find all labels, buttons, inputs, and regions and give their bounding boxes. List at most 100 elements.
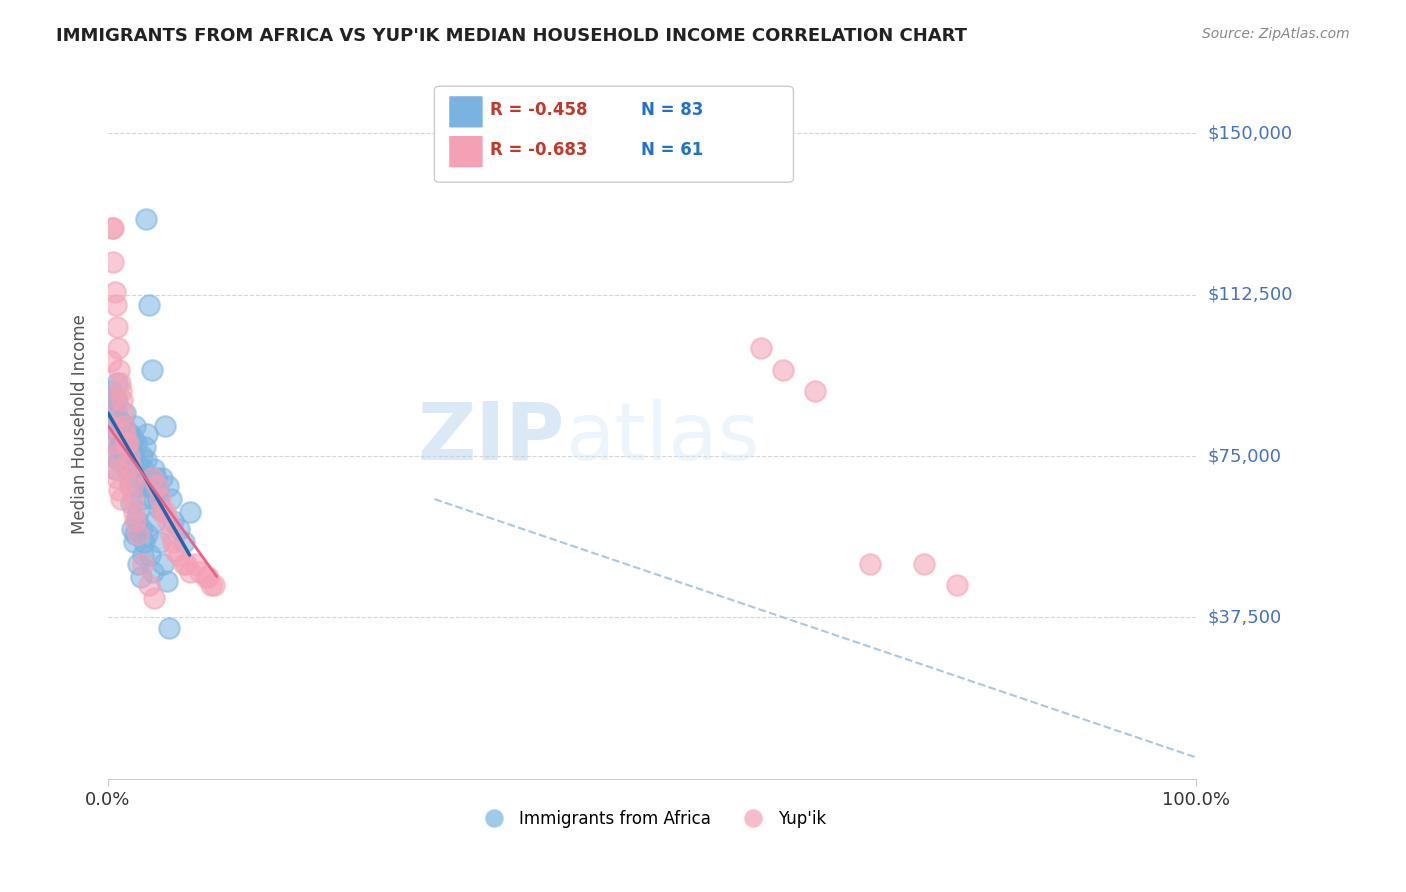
Point bbox=[146, 479, 169, 493]
Point bbox=[132, 548, 155, 562]
Point bbox=[200, 578, 222, 592]
Point bbox=[108, 453, 131, 467]
Point bbox=[156, 514, 179, 528]
Point bbox=[103, 436, 125, 450]
Point bbox=[103, 392, 125, 407]
Point bbox=[153, 505, 176, 519]
Point bbox=[149, 491, 172, 506]
Point bbox=[121, 458, 143, 472]
Point bbox=[136, 427, 159, 442]
Point bbox=[127, 514, 149, 528]
Point bbox=[104, 462, 127, 476]
Y-axis label: Median Household Income: Median Household Income bbox=[72, 314, 89, 533]
Point bbox=[104, 406, 127, 420]
Point bbox=[103, 285, 125, 300]
Point bbox=[173, 535, 195, 549]
Point bbox=[107, 427, 129, 442]
Point bbox=[114, 427, 136, 442]
Point bbox=[138, 298, 160, 312]
Point bbox=[142, 591, 165, 606]
Point bbox=[136, 526, 159, 541]
Point bbox=[104, 298, 127, 312]
Point bbox=[149, 535, 172, 549]
Point bbox=[118, 458, 141, 472]
Point bbox=[108, 415, 131, 429]
Point bbox=[112, 418, 135, 433]
Point bbox=[124, 418, 146, 433]
Point bbox=[101, 418, 124, 433]
Point bbox=[167, 522, 190, 536]
Point bbox=[111, 432, 134, 446]
Point bbox=[100, 392, 122, 407]
Point bbox=[108, 483, 131, 498]
Point bbox=[127, 479, 149, 493]
Point bbox=[110, 384, 132, 399]
Point bbox=[194, 569, 217, 583]
Point bbox=[202, 578, 225, 592]
Point bbox=[108, 376, 131, 390]
Point bbox=[179, 566, 201, 580]
Point bbox=[121, 479, 143, 493]
Point bbox=[103, 418, 125, 433]
Point bbox=[142, 566, 165, 580]
Point bbox=[108, 363, 131, 377]
FancyBboxPatch shape bbox=[434, 87, 793, 182]
Text: ZIP: ZIP bbox=[418, 399, 565, 477]
Point bbox=[111, 392, 134, 407]
Point bbox=[105, 376, 128, 390]
Text: $75,000: $75,000 bbox=[1208, 447, 1281, 465]
Point bbox=[100, 384, 122, 399]
Point bbox=[112, 444, 135, 458]
Text: N = 83: N = 83 bbox=[641, 101, 703, 119]
Point bbox=[121, 522, 143, 536]
Point bbox=[139, 548, 162, 562]
Point bbox=[122, 491, 145, 506]
Point bbox=[132, 535, 155, 549]
Point bbox=[152, 557, 174, 571]
Point bbox=[132, 479, 155, 493]
Text: atlas: atlas bbox=[565, 399, 759, 477]
Point bbox=[167, 548, 190, 562]
Point bbox=[105, 319, 128, 334]
Point bbox=[197, 569, 219, 583]
Point bbox=[122, 535, 145, 549]
Point bbox=[107, 342, 129, 356]
Point bbox=[142, 462, 165, 476]
Point bbox=[141, 475, 163, 489]
Point bbox=[103, 462, 125, 476]
Point bbox=[153, 418, 176, 433]
Point bbox=[945, 578, 967, 592]
Point bbox=[176, 557, 198, 571]
Point bbox=[114, 406, 136, 420]
Point bbox=[110, 436, 132, 450]
Point bbox=[118, 479, 141, 493]
Point bbox=[179, 505, 201, 519]
Text: $112,500: $112,500 bbox=[1208, 285, 1292, 303]
Point bbox=[118, 449, 141, 463]
FancyBboxPatch shape bbox=[449, 95, 484, 128]
Text: $150,000: $150,000 bbox=[1208, 124, 1292, 142]
Point bbox=[120, 496, 142, 510]
Point bbox=[124, 514, 146, 528]
Point bbox=[165, 543, 187, 558]
Point bbox=[103, 255, 125, 269]
Point bbox=[136, 479, 159, 493]
Legend: Immigrants from Africa, Yup'ik: Immigrants from Africa, Yup'ik bbox=[471, 803, 832, 835]
Point bbox=[138, 578, 160, 592]
Point bbox=[156, 479, 179, 493]
Point bbox=[141, 363, 163, 377]
Point bbox=[150, 470, 173, 484]
Point bbox=[184, 557, 207, 571]
Point bbox=[115, 462, 138, 476]
Point bbox=[150, 505, 173, 519]
Text: R = -0.683: R = -0.683 bbox=[489, 141, 588, 159]
Point bbox=[131, 522, 153, 536]
Point bbox=[156, 574, 179, 588]
Point bbox=[190, 566, 212, 580]
Point bbox=[110, 491, 132, 506]
Point bbox=[146, 483, 169, 498]
Point bbox=[138, 470, 160, 484]
Point bbox=[129, 569, 152, 583]
Point bbox=[127, 557, 149, 571]
Point bbox=[135, 212, 157, 227]
